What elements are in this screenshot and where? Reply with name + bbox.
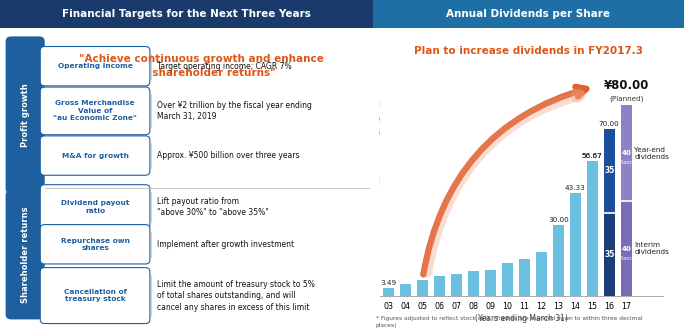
Text: Year-end
dividends: Year-end dividends [634,147,669,160]
Bar [553,225,564,296]
Bar [400,284,411,296]
Bar [570,193,581,296]
Text: Increased payout of
dividends for 15
consecutive years: Increased payout of dividends for 15 con… [379,101,488,138]
Bar [587,161,598,296]
Bar [451,273,462,296]
Text: 70.00: 70.00 [599,121,620,127]
Text: Lift payout ratio from
"above 30%" to "above 35%": Lift payout ratio from "above 30%" to "a… [157,197,268,217]
Text: Planc: Planc [620,256,633,260]
Bar [604,213,615,296]
Text: Dividend payout
ratio: Dividend payout ratio [61,200,129,213]
Text: Interim
dividends: Interim dividends [634,242,669,255]
Text: Profit growth: Profit growth [21,83,30,147]
Text: 35: 35 [604,166,614,175]
Bar [485,270,496,296]
Bar [536,253,547,296]
FancyBboxPatch shape [40,87,150,135]
FancyBboxPatch shape [40,136,150,175]
Text: Operating Income: Operating Income [57,63,133,69]
Text: ¥80.00: ¥80.00 [603,79,649,92]
FancyBboxPatch shape [40,224,150,264]
Text: 56.67: 56.67 [582,153,603,159]
Text: "Achieve continuous growth and enhance
       shareholder returns": "Achieve continuous growth and enhance s… [79,54,324,78]
Text: Gross Merchandise
Value of
"au Economic Zone": Gross Merchandise Value of "au Economic … [53,100,137,121]
Text: Shareholder returns: Shareholder returns [21,207,30,303]
Text: Planc: Planc [620,160,633,165]
Bar [468,271,479,296]
Text: 56.67: 56.67 [582,153,603,159]
Text: Plan to increase dividends in FY2017.3: Plan to increase dividends in FY2017.3 [414,46,643,56]
Bar [620,105,632,201]
X-axis label: (Years ending March 31): (Years ending March 31) [475,314,568,323]
Text: Target operating income; CAGR 7%: Target operating income; CAGR 7% [157,62,291,71]
Bar [384,288,395,296]
Text: 40: 40 [621,246,631,252]
FancyBboxPatch shape [373,0,684,28]
Bar [417,280,428,296]
Text: Cancellation of
treasury stock: Cancellation of treasury stock [64,289,127,302]
Text: 40: 40 [621,150,631,156]
Text: Over ¥2 trillion by the fiscal year ending
March 31, 2019: Over ¥2 trillion by the fiscal year endi… [157,101,311,121]
Text: 35: 35 [604,250,614,259]
Bar [434,276,445,296]
Text: Repurchase own
shares: Repurchase own shares [61,238,129,251]
Text: Annual Dividends per Share: Annual Dividends per Share [447,9,610,19]
FancyBboxPatch shape [40,267,150,324]
Text: Financial Targets for the Next Three Years: Financial Targets for the Next Three Yea… [62,9,311,19]
Text: Dividend payout ratio
36.9%: Dividend payout ratio 36.9% [379,177,499,201]
Bar [519,259,530,296]
Text: 43.33: 43.33 [565,185,586,191]
FancyBboxPatch shape [40,46,150,86]
Text: Limit the amount of treasury stock to 5%
of total shares outstanding, and will
c: Limit the amount of treasury stock to 5%… [157,280,315,311]
Bar [502,263,513,296]
Text: M&A for growth: M&A for growth [62,153,129,159]
Text: Approx. ¥500 billion over three years: Approx. ¥500 billion over three years [157,151,299,160]
Bar [620,201,632,296]
Text: 3.49: 3.49 [381,280,397,286]
FancyBboxPatch shape [5,190,44,319]
FancyBboxPatch shape [5,36,44,194]
FancyBboxPatch shape [0,0,373,28]
Text: (Planned): (Planned) [609,95,644,102]
Text: * Figures adjusted to reflect stock split. (Figures are rounded down to within t: * Figures adjusted to reflect stock spli… [376,316,642,328]
FancyBboxPatch shape [40,185,150,229]
Bar [604,129,615,213]
Text: 30.00: 30.00 [548,217,569,223]
Text: Implement after growth investment: Implement after growth investment [157,240,293,249]
